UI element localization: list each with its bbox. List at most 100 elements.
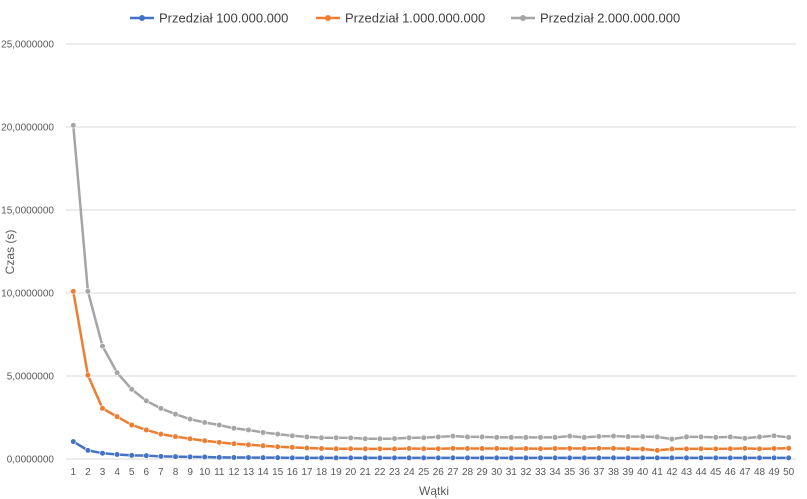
data-point xyxy=(318,454,325,461)
data-point xyxy=(741,454,749,461)
x-tick-label: 22 xyxy=(374,467,386,478)
data-point xyxy=(595,433,603,440)
x-tick-label: 40 xyxy=(637,467,649,478)
data-point xyxy=(274,443,281,450)
x-tick-label: 12 xyxy=(228,467,240,478)
data-point xyxy=(537,434,544,441)
data-point xyxy=(785,445,792,452)
x-tick-label: 21 xyxy=(360,467,372,478)
data-point xyxy=(201,419,208,426)
data-point xyxy=(420,434,427,441)
data-point xyxy=(362,445,369,452)
data-point xyxy=(522,434,530,441)
data-point xyxy=(435,454,442,461)
data-point xyxy=(406,454,413,461)
data-point xyxy=(712,434,719,441)
data-point xyxy=(551,454,559,461)
data-point xyxy=(551,434,559,441)
data-point xyxy=(172,453,179,460)
x-tick-label: 6 xyxy=(144,467,150,478)
data-point xyxy=(420,454,427,461)
data-point xyxy=(143,452,150,459)
data-point xyxy=(347,445,354,452)
data-point xyxy=(333,454,340,461)
data-point xyxy=(333,434,340,441)
data-point xyxy=(464,454,471,461)
data-point xyxy=(376,445,384,452)
legend-label: Przedział 2.000.000.000 xyxy=(540,11,680,26)
data-point xyxy=(697,454,705,461)
data-point xyxy=(537,445,544,452)
data-point xyxy=(99,405,106,412)
data-point xyxy=(508,434,515,441)
data-point xyxy=(479,433,486,441)
x-tick-label: 7 xyxy=(158,467,164,478)
data-point xyxy=(157,453,164,460)
x-tick-label: 3 xyxy=(100,467,106,478)
data-point xyxy=(113,369,121,376)
data-point xyxy=(406,445,413,452)
legend-item: Przedział 1.000.000.000 xyxy=(316,11,485,26)
data-point xyxy=(493,445,500,452)
data-point xyxy=(391,435,398,442)
data-point xyxy=(420,445,427,452)
x-tick-label: 45 xyxy=(710,467,722,478)
data-point xyxy=(741,435,749,442)
data-point xyxy=(230,440,237,447)
data-point xyxy=(479,454,486,461)
data-point xyxy=(697,445,705,452)
legend-label: Przedział 100.000.000 xyxy=(159,11,288,26)
y-tick-labels: 0,0000000 5,0000000 10,0000000 15,0000000 20… xyxy=(1,40,54,466)
data-point xyxy=(260,454,267,461)
data-point xyxy=(727,433,734,441)
data-point xyxy=(216,421,223,429)
x-tick-label: 42 xyxy=(666,467,678,478)
legend: Przedział 100.000.000 Przedział 1.000.000… xyxy=(130,11,680,26)
series-2 xyxy=(70,288,792,454)
data-point xyxy=(289,444,296,451)
data-point xyxy=(376,454,384,461)
data-point xyxy=(113,451,121,458)
data-point xyxy=(113,413,121,420)
data-point xyxy=(668,435,676,443)
data-point xyxy=(493,454,500,461)
legend-marker-swatch xyxy=(325,15,331,21)
x-tick-label: 44 xyxy=(696,467,708,478)
series-line xyxy=(72,125,789,441)
data-point xyxy=(143,397,150,405)
data-point xyxy=(668,454,676,461)
series-line xyxy=(72,291,789,452)
data-point xyxy=(566,454,573,461)
x-tick-label: 9 xyxy=(187,467,193,478)
x-tick-label: 35 xyxy=(564,467,576,478)
x-axis-title: Wątki xyxy=(419,484,449,498)
data-point xyxy=(303,444,311,452)
data-point xyxy=(362,454,369,461)
data-point xyxy=(522,454,530,461)
data-point xyxy=(727,445,734,452)
data-point xyxy=(303,454,311,461)
data-point xyxy=(318,434,325,441)
data-point xyxy=(245,441,252,448)
data-point xyxy=(610,445,617,452)
series-1 xyxy=(70,438,792,461)
y-tick-label: 10,0000000 xyxy=(1,289,54,300)
data-point xyxy=(770,432,778,439)
data-point xyxy=(624,433,632,440)
x-tick-labels: 1 2 3 4 5 6 7 8 9 10 11 12 13 14 15 16 17 18 19 20 21 22 23 24 2… xyxy=(71,467,795,478)
data-point xyxy=(216,439,223,446)
x-tick-label: 30 xyxy=(491,467,503,478)
data-point xyxy=(639,445,646,453)
x-tick-label: 31 xyxy=(506,467,518,478)
data-point xyxy=(770,445,778,452)
x-tick-label: 34 xyxy=(550,467,562,478)
data-point xyxy=(610,454,617,461)
data-point xyxy=(770,454,778,461)
data-point xyxy=(610,432,617,440)
data-point xyxy=(143,426,150,434)
data-point xyxy=(391,445,398,452)
x-tick-label: 10 xyxy=(199,467,211,478)
x-tick-label: 29 xyxy=(477,467,489,478)
